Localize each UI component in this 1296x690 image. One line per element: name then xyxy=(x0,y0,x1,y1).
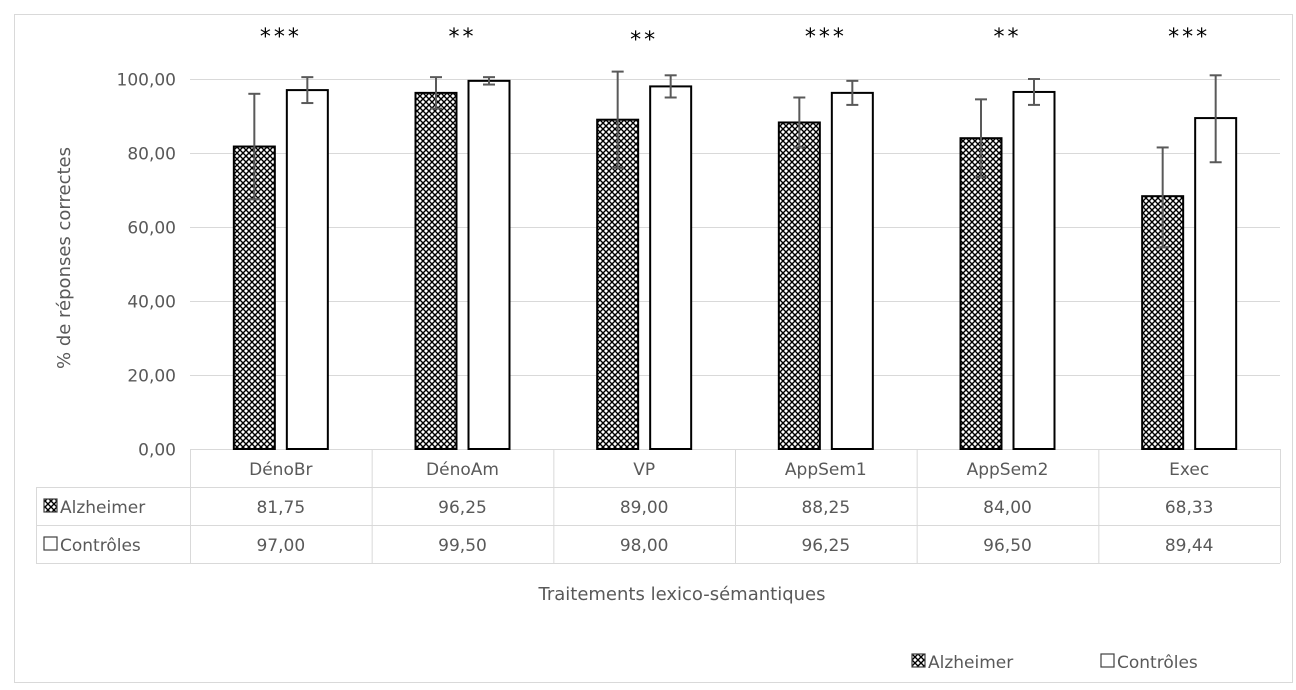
data-table: DénoBr DénoAm VP AppSem1 AppSem2 Exec Alzheime… xyxy=(36,449,1281,564)
significance-label: *** xyxy=(1168,25,1210,50)
table-value: 88,25 xyxy=(801,498,850,518)
legend-label: Alzheimer xyxy=(928,653,1013,673)
category-label: VP xyxy=(633,460,655,480)
y-tick-label: 0,00 xyxy=(138,441,176,461)
legend-label: Contrôles xyxy=(1117,653,1198,673)
legend-key xyxy=(1100,653,1115,668)
table-value: 96,25 xyxy=(801,536,850,556)
y-axis-ticks: 0,00 20,00 40,00 60,00 80,00 100,00 xyxy=(117,71,176,461)
bar-controles xyxy=(830,91,874,450)
category-label: DénoBr xyxy=(249,460,312,480)
significance-label: *** xyxy=(805,25,847,50)
table-value: 89,44 xyxy=(1165,536,1214,556)
category-label: AppSem1 xyxy=(785,460,867,480)
bars xyxy=(232,79,1238,451)
significance-label: ** xyxy=(449,25,477,50)
table-value: 84,00 xyxy=(983,498,1032,518)
table-legend-key xyxy=(43,498,58,513)
bar-alzheimer xyxy=(777,121,821,450)
y-tick-label: 20,00 xyxy=(127,367,176,387)
table-value: 99,50 xyxy=(438,536,487,556)
bar-controles xyxy=(1194,117,1238,451)
table-series-name: Alzheimer xyxy=(60,498,145,518)
table-series-name: Contrôles xyxy=(60,536,141,556)
legend: Alzheimer Contrôles xyxy=(911,653,1198,673)
x-axis-label: Traitements lexico-sémantiques xyxy=(537,584,825,605)
table-value: 97,00 xyxy=(256,536,305,556)
significance-label: ** xyxy=(630,28,658,53)
legend-key xyxy=(911,653,926,668)
table-value: 98,00 xyxy=(620,536,669,556)
error-bars xyxy=(248,70,1222,249)
category-label: AppSem2 xyxy=(967,460,1049,480)
bar-alzheimer xyxy=(959,137,1003,450)
bar-alzheimer xyxy=(414,91,458,450)
significance-label: ** xyxy=(994,25,1022,50)
bar-controles xyxy=(649,85,693,451)
table-value: 89,00 xyxy=(620,498,669,518)
bar-controles xyxy=(1012,90,1056,450)
category-label: Exec xyxy=(1169,460,1209,480)
bar-controles xyxy=(285,89,329,450)
bar-alzheimer xyxy=(596,118,640,450)
table-value: 68,33 xyxy=(1165,498,1214,518)
y-tick-label: 80,00 xyxy=(127,145,176,165)
y-tick-label: 100,00 xyxy=(117,71,176,91)
bar-controles xyxy=(467,79,511,450)
table-value: 96,50 xyxy=(983,536,1032,556)
category-label: DénoAm xyxy=(426,460,499,480)
significance-label: *** xyxy=(260,25,302,50)
y-axis-label: % de réponses correctes xyxy=(54,147,75,369)
y-tick-label: 60,00 xyxy=(127,219,176,239)
y-tick-label: 40,00 xyxy=(127,293,176,313)
table-legend-key xyxy=(43,536,58,551)
table-value: 96,25 xyxy=(438,498,487,518)
significance-labels: *** ** ** *** ** *** xyxy=(260,25,1210,53)
table-value: 81,75 xyxy=(256,498,305,518)
